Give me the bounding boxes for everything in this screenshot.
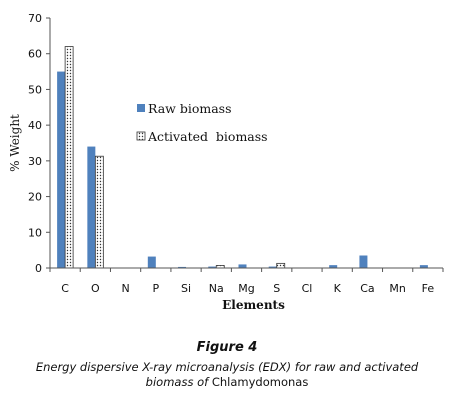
x-tick-label: Fe [422,282,435,295]
bar-raw-P [147,256,156,268]
legend-label-activated: Activated biomass [147,129,268,144]
bar-raw-Ca [359,255,368,268]
x-tick-label: Ca [360,282,374,295]
y-tick-label: 60 [28,48,42,61]
edx-bar-chart: 0 10 20 30 40 50 60 70 C O N P Si Na Mg S Cl K Ca Mn Fe % W… [8,12,444,312]
x-tick-label: K [334,282,342,295]
y-axis-label: % Weight [8,114,22,172]
bars [57,46,428,269]
x-tick-label: Na [209,282,224,295]
x-tick-label: Mg [238,282,254,295]
x-tick-label: Si [181,282,191,295]
caption-line-1: Energy dispersive X-ray microanalysis (E… [35,360,419,374]
bar-activated-C [64,46,74,269]
bar-raw-S [268,266,277,268]
x-tick-label: O [91,282,100,295]
x-axis: C O N P Si Na Mg S Cl K Ca Mn Fe [49,267,444,295]
bar-raw-K [329,265,338,268]
x-axis-label: Elements [222,298,285,312]
caption-line-2: biomass of Chlamydomonas [20,375,434,390]
bar-raw-Mg [238,264,247,268]
x-tick-label: Mn [389,282,405,295]
bar-raw-C [57,71,66,268]
y-tick-label: 30 [28,155,42,168]
bar-activated-O [94,155,104,269]
y-tick-label: 20 [28,191,42,204]
x-tick-label: N [121,282,129,295]
legend-swatch-activated [136,131,146,141]
figure-title: Figure 4 [196,340,258,355]
bar-raw-Fe [419,265,428,268]
y-axis: 0 10 20 30 40 50 60 70 [28,12,51,275]
bar-raw-Si [178,266,187,268]
bar-raw-Na [208,266,217,268]
y-tick-label: 0 [35,262,42,275]
caption-organism: Chlamydomonas [211,375,309,389]
x-tick-label: Cl [302,282,313,295]
x-tick-label: P [152,282,159,295]
bar-activated-S [276,262,286,269]
figure-caption: Energy dispersive X-ray microanalysis (E… [20,360,434,390]
y-tick-label: 70 [28,12,42,25]
bar-raw-O [87,146,96,268]
legend-swatch-raw [137,104,145,112]
caption-line-2-prefix: biomass of [145,375,212,389]
legend-label-raw: Raw biomass [148,101,231,116]
y-tick-label: 40 [28,119,42,132]
x-tick-label: S [273,282,280,295]
x-tick-label: C [61,282,69,295]
y-tick-label: 50 [28,83,42,96]
y-tick-label: 10 [28,226,42,239]
legend: Raw biomass Activated biomass [136,101,268,144]
